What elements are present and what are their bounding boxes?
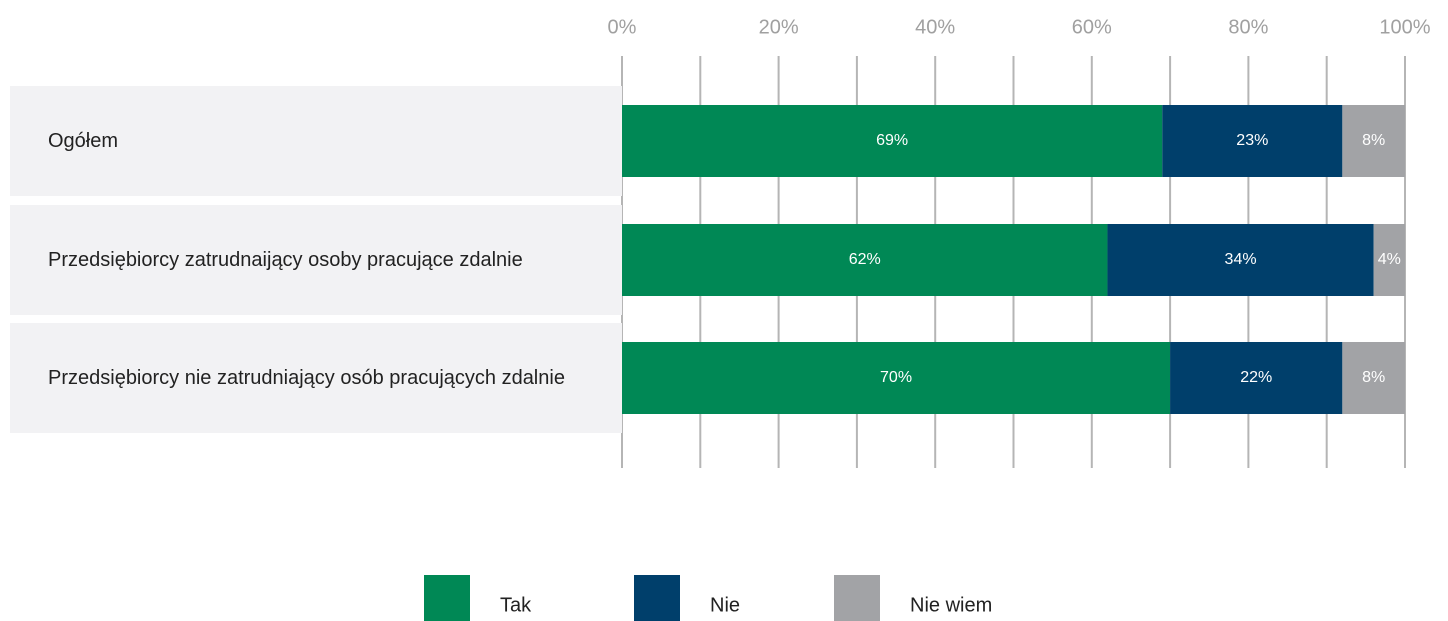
value-label: 23% [1236, 132, 1268, 149]
x-tick-label: 80% [1228, 16, 1268, 38]
value-label: 22% [1240, 369, 1272, 386]
bar-segment [1107, 224, 1374, 296]
x-tick-label: 20% [759, 16, 799, 38]
value-label: 70% [880, 369, 912, 386]
bar-segment [1373, 224, 1405, 296]
value-label: 4% [1378, 251, 1401, 268]
legend-swatch [834, 575, 880, 621]
bar-segment [1342, 342, 1405, 414]
value-label: 69% [876, 132, 908, 149]
x-tick-label: 60% [1072, 16, 1112, 38]
bar-segment [622, 342, 1171, 414]
x-tick-label: 0% [608, 16, 637, 38]
value-label: 8% [1362, 369, 1385, 386]
bar-segment [1170, 342, 1343, 414]
category-label: Ogółem [10, 86, 622, 196]
bar-segment [622, 105, 1163, 177]
legend-label: Nie [710, 594, 740, 616]
bar-segment [622, 224, 1108, 296]
legend-swatch [634, 575, 680, 621]
x-tick-label: 100% [1379, 16, 1430, 38]
category-label: Przedsiębiorcy zatrudnaijący osoby pracu… [10, 205, 622, 315]
legend-label: Tak [500, 594, 532, 616]
value-label: 8% [1362, 132, 1385, 149]
x-tick-label: 40% [915, 16, 955, 38]
category-label: Przedsiębiorcy nie zatrudniający osób pr… [10, 323, 622, 433]
legend-label: Nie wiem [910, 594, 992, 616]
legend-swatch [424, 575, 470, 621]
value-label: 62% [849, 251, 881, 268]
value-label: 34% [1225, 251, 1257, 268]
bar-segment [1162, 105, 1343, 177]
bar-segment [1342, 105, 1405, 177]
